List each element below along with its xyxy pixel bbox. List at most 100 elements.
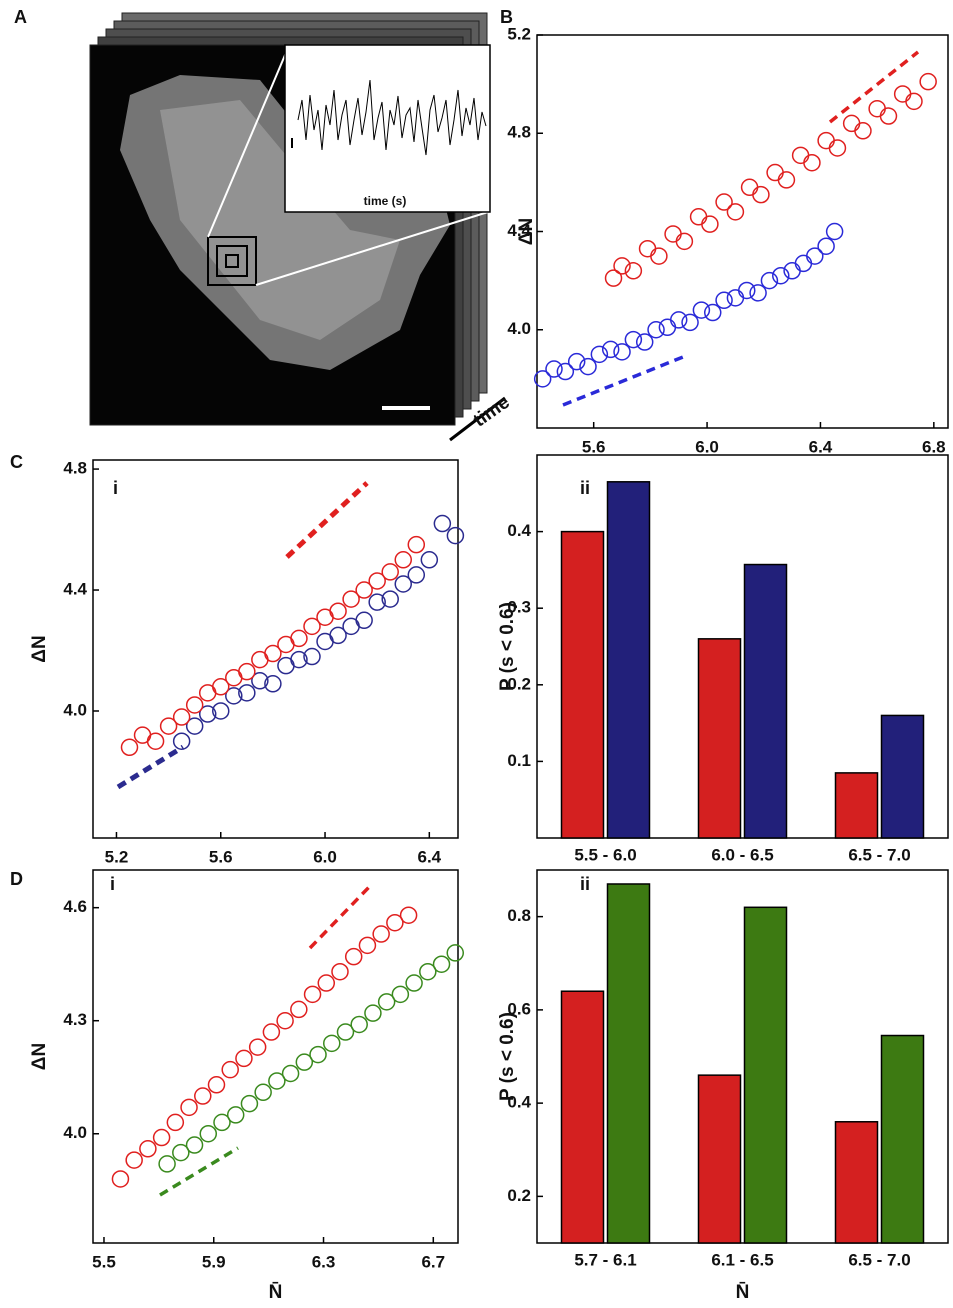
x-axis-label: N̄ xyxy=(736,1282,750,1303)
bar xyxy=(608,884,650,1243)
bar xyxy=(562,991,604,1243)
x-tick-label: 6.7 xyxy=(421,1252,445,1271)
point xyxy=(895,86,911,102)
point xyxy=(818,238,834,254)
point xyxy=(739,282,755,298)
y-tick-label: 0.2 xyxy=(507,1186,531,1205)
point xyxy=(195,1088,211,1104)
point xyxy=(318,975,334,991)
y-tick-label: 4.0 xyxy=(63,700,87,719)
sub-label: ii xyxy=(580,874,590,894)
y-tick-label: 4.6 xyxy=(63,897,87,916)
point xyxy=(330,603,346,619)
panel-label: D xyxy=(10,869,23,889)
point xyxy=(255,1084,271,1100)
y-tick-label: 0.1 xyxy=(507,751,531,770)
x-tick-label: 5.2 xyxy=(105,847,129,866)
point xyxy=(665,226,681,242)
point xyxy=(753,187,769,203)
point xyxy=(682,314,698,330)
x-tick-label: 6.1 - 6.5 xyxy=(711,1250,773,1269)
point xyxy=(365,1005,381,1021)
x-tick-label: 5.6 xyxy=(582,437,606,456)
point xyxy=(208,1077,224,1093)
point xyxy=(447,528,463,544)
point xyxy=(778,172,794,188)
point xyxy=(324,1035,340,1051)
point xyxy=(305,986,321,1002)
point xyxy=(408,567,424,583)
bar xyxy=(882,1036,924,1243)
y-tick-label: 0.8 xyxy=(507,906,531,925)
y-tick-label: 4.8 xyxy=(507,123,531,142)
point xyxy=(392,986,408,1002)
point xyxy=(181,1099,197,1115)
point xyxy=(346,949,362,965)
point xyxy=(557,364,573,380)
point xyxy=(406,975,422,991)
guide-line xyxy=(287,483,367,557)
point xyxy=(767,165,783,181)
point xyxy=(671,312,687,328)
sub-label: i xyxy=(110,874,115,894)
point xyxy=(140,1141,156,1157)
x-tick-label: 6.4 xyxy=(418,847,442,866)
point xyxy=(693,302,709,318)
x-tick-label: 6.5 - 7.0 xyxy=(848,845,910,864)
page: {"image_panel": {"label": "A", "inset_xl… xyxy=(0,0,953,1308)
point xyxy=(793,147,809,163)
bar xyxy=(699,1075,741,1243)
point xyxy=(434,516,450,532)
point xyxy=(750,285,766,301)
point xyxy=(228,1107,244,1123)
point xyxy=(236,1050,252,1066)
point xyxy=(651,248,667,264)
point xyxy=(434,956,450,972)
point xyxy=(614,344,630,360)
inset-x-label: time (s) xyxy=(364,194,407,208)
point xyxy=(174,709,190,725)
y-axis-label: ΔN xyxy=(516,218,537,245)
point xyxy=(373,926,389,942)
y-tick-label: 4.0 xyxy=(63,1123,87,1142)
point xyxy=(277,1013,293,1029)
point xyxy=(122,739,138,755)
x-tick-label: 6.0 - 6.5 xyxy=(711,845,773,864)
point xyxy=(359,937,375,953)
plot-frame xyxy=(93,460,458,838)
y-tick-label: 4.4 xyxy=(63,580,87,599)
y-axis-label: ΔN xyxy=(29,1043,50,1070)
point xyxy=(154,1130,170,1146)
point xyxy=(250,1039,266,1055)
point xyxy=(112,1171,128,1187)
point xyxy=(187,1137,203,1153)
y-axis-label: P (s < 0.6) xyxy=(497,1012,518,1101)
point xyxy=(807,248,823,264)
x-tick-label: 6.3 xyxy=(312,1252,336,1271)
point xyxy=(844,115,860,131)
guide-line xyxy=(118,747,183,787)
point xyxy=(546,361,562,377)
point xyxy=(705,305,721,321)
bar xyxy=(745,907,787,1243)
point xyxy=(332,964,348,980)
bar xyxy=(562,532,604,838)
point xyxy=(702,216,718,232)
bar xyxy=(836,1122,878,1243)
point xyxy=(395,552,411,568)
point xyxy=(716,292,732,308)
point xyxy=(447,945,463,961)
bar xyxy=(608,482,650,838)
point xyxy=(906,93,922,109)
y-tick-label: 4.3 xyxy=(63,1010,87,1029)
point xyxy=(356,612,372,628)
point xyxy=(159,1156,175,1172)
point xyxy=(187,697,203,713)
y-tick-label: 4.0 xyxy=(507,319,531,338)
point xyxy=(421,552,437,568)
y-tick-label: 0.4 xyxy=(507,521,531,540)
x-tick-label: 6.0 xyxy=(695,437,719,456)
point xyxy=(880,108,896,124)
panel-label: A xyxy=(14,7,27,27)
point xyxy=(382,564,398,580)
